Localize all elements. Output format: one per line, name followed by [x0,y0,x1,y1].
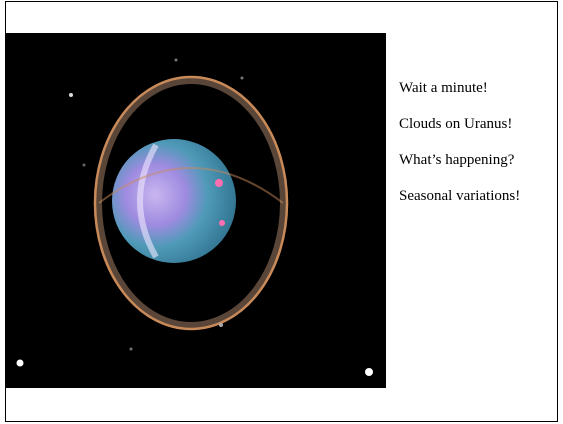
moon [174,58,178,62]
ring [93,75,289,331]
moon [365,368,373,376]
uranus-image [6,33,386,388]
moon [69,93,73,97]
moon [82,163,86,167]
text-lines: Wait a minute! Clouds on Uranus! What’s … [399,70,520,214]
moon [240,76,244,80]
text-line: Clouds on Uranus! [399,116,513,132]
moon [16,359,24,367]
planet [112,139,236,263]
text-line: What’s happening? [399,152,515,168]
ring-front [98,167,284,204]
cloud-band [137,143,159,259]
cloud [219,220,225,226]
cloud [215,179,223,187]
slide: Wait a minute! Clouds on Uranus! What’s … [5,1,558,422]
text-line: Seasonal variations! [399,188,521,204]
moon [219,323,223,327]
text-line: Wait a minute! [399,80,488,96]
moon [129,347,133,351]
